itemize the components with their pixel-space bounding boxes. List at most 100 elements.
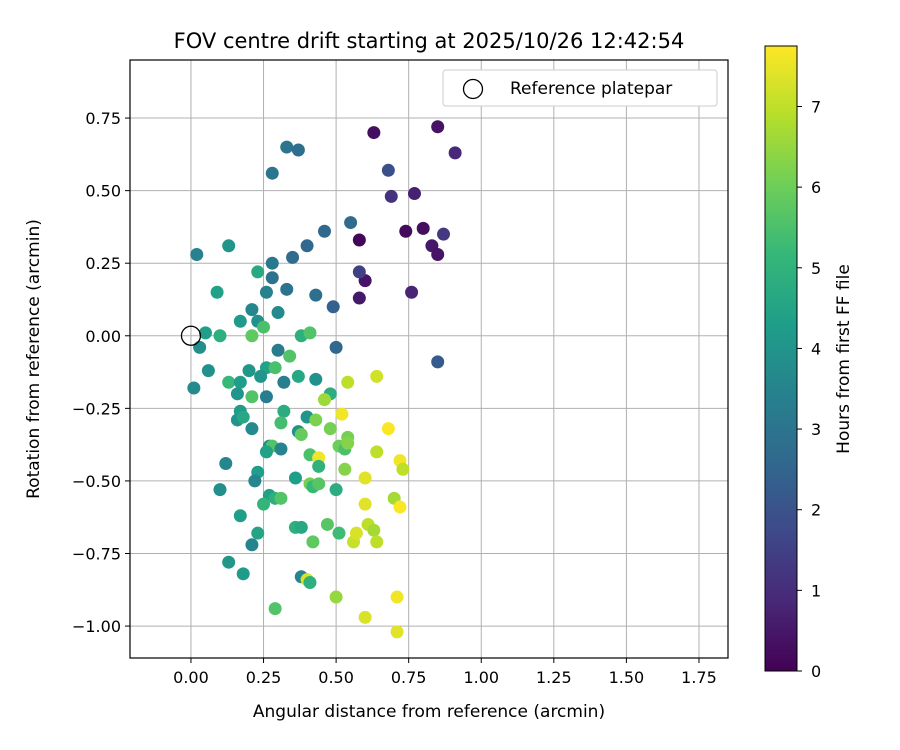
scatter-point (257, 320, 271, 334)
scatter-point (431, 247, 445, 261)
colorbar-tick-label: 0 (811, 662, 821, 681)
scatter-point (222, 555, 236, 569)
scatter-point (384, 189, 398, 203)
scatter-point (352, 265, 366, 279)
scatter-point (245, 390, 259, 404)
scatter-point (213, 483, 227, 497)
scatter-point (317, 393, 331, 407)
colorbar-label: Hours from first FF file (834, 264, 854, 454)
scatter-point (416, 221, 430, 235)
y-tick-label: −0.50 (72, 472, 121, 491)
scatter-point (242, 364, 256, 378)
colorbar-tick-label: 3 (811, 420, 821, 439)
scatter-point (265, 256, 279, 270)
scatter-point (329, 590, 343, 604)
scatter-point (437, 227, 451, 241)
scatter-point (381, 422, 395, 436)
x-tick-label: 0.50 (318, 668, 354, 687)
scatter-point (251, 526, 265, 540)
scatter-point (431, 120, 445, 134)
scatter-point (326, 300, 340, 314)
scatter-point (291, 143, 305, 157)
scatter-point (280, 282, 294, 296)
scatter-point (222, 239, 236, 253)
x-tick-label: 1.75 (681, 668, 717, 687)
scatter-point (271, 343, 285, 357)
scatter-point (245, 303, 259, 317)
scatter-point (329, 340, 343, 354)
scatter-point (320, 517, 334, 531)
scatter-point (390, 590, 404, 604)
colorbar-tick-label: 6 (811, 178, 821, 197)
x-tick-label: 1.25 (536, 668, 572, 687)
scatter-point (396, 462, 410, 476)
scatter-point (309, 413, 323, 427)
scatter-point (274, 491, 288, 505)
scatter-point (303, 326, 317, 340)
colorbar-tick-label: 5 (811, 259, 821, 278)
scatter-point (294, 520, 308, 534)
x-tick-label: 1.50 (609, 668, 645, 687)
scatter-point (358, 471, 372, 485)
colorbar-tick-label: 2 (811, 501, 821, 520)
scatter-point (341, 375, 355, 389)
legend-reference-marker (462, 78, 484, 100)
scatter-point (352, 291, 366, 305)
scatter-point (291, 369, 305, 383)
colorbar-gradient (764, 45, 798, 672)
scatter-point (265, 271, 279, 285)
scatter-point (309, 372, 323, 386)
scatter-point (286, 250, 300, 264)
x-tick-label: 0.25 (246, 668, 282, 687)
colorbar-tick-label: 4 (811, 339, 821, 358)
reference-platepar-marker (180, 325, 202, 346)
x-axis-label: Angular distance from reference (arcmin) (253, 702, 605, 722)
scatter-point (338, 462, 352, 476)
scatter-point (317, 224, 331, 238)
x-axis-ticks: 0.00 0.25 0.50 0.75 1.00 1.25 1.50 1.75 (173, 658, 717, 687)
scatter-point (407, 187, 421, 201)
plot-frame (129, 59, 729, 659)
scatter-point (405, 285, 419, 299)
y-tick-label: −0.75 (72, 544, 121, 563)
scatter-point (268, 602, 282, 616)
scatter-point (335, 407, 349, 421)
scatter-point (245, 422, 259, 436)
scatter-point (210, 285, 224, 299)
scatter-point (303, 576, 317, 590)
x-tick-label: 1.00 (463, 668, 499, 687)
scatter-point (358, 610, 372, 624)
scatter-point (271, 306, 285, 320)
scatter-point (312, 459, 326, 473)
y-tick-label: −0.25 (72, 399, 121, 418)
scatter-point (265, 166, 279, 180)
scatter-point (245, 538, 259, 552)
scatter-point (352, 233, 366, 247)
scatter-point (230, 387, 244, 401)
scatter-point (390, 625, 404, 639)
scatter-point (274, 416, 288, 430)
scatter-point (431, 355, 445, 369)
y-tick-label: −1.00 (72, 617, 121, 636)
y-tick-label: 0.75 (85, 109, 121, 128)
scatter-point (187, 381, 201, 395)
scatter-point (254, 369, 268, 383)
scatter-point (329, 483, 343, 497)
x-tick-label: 0.00 (173, 668, 209, 687)
y-axis-label: Rotation from reference (arcmin) (24, 219, 44, 499)
scatter-point (236, 567, 250, 581)
scatter-point (367, 126, 381, 140)
scatter-point (251, 265, 265, 279)
scatter-point (393, 500, 407, 514)
scatter-point (370, 445, 384, 459)
scatter-point (277, 404, 291, 418)
scatter-point (248, 474, 262, 488)
grid (130, 60, 728, 658)
legend: Reference platepar (442, 69, 718, 107)
colorbar-tick-label: 7 (811, 97, 821, 116)
scatter-point (358, 497, 372, 511)
scatter-point (323, 422, 337, 436)
x-tick-label: 0.75 (391, 668, 427, 687)
y-tick-label: 0.25 (85, 254, 121, 273)
